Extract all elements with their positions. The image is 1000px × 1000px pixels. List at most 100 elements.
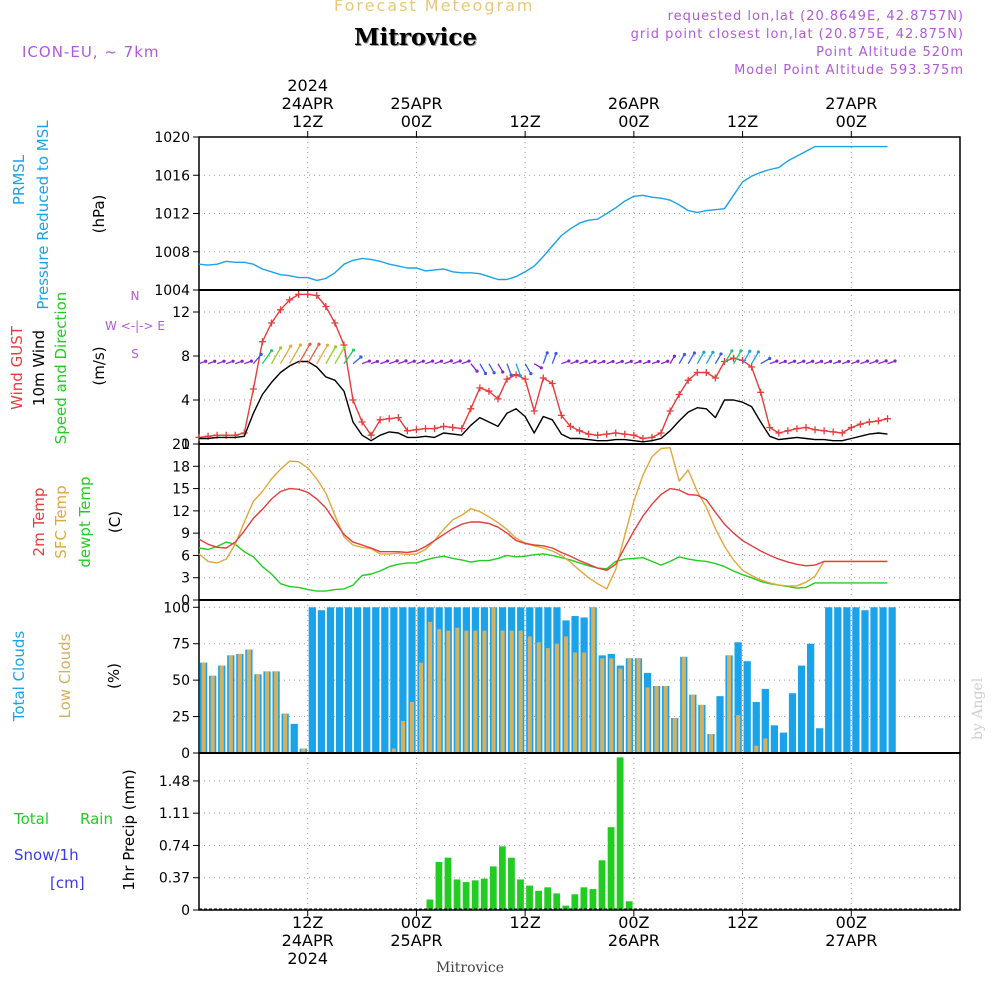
rain-bar [625,901,633,909]
wind-direction-arrow [279,345,292,365]
wind-arrow-head [421,359,425,363]
compass-west-east: W <-|-> E [105,319,165,333]
gust-marker [775,429,783,437]
low-cloud-bar [636,658,641,752]
rain-bar [489,866,497,909]
panel-frame [198,289,961,445]
low-cloud-bar [545,648,550,752]
top-time-label: 24APR [282,94,334,113]
wind-arrow-head [584,359,588,363]
gust-marker [539,374,547,382]
gust-marker [521,375,529,383]
gust-marker [585,430,593,438]
gust-marker [730,354,738,362]
wind-arrow-head [222,359,226,363]
bottom-time-label: 2024 [287,949,328,968]
bottom-time-label: 26APR [608,931,660,950]
gust-marker [548,380,556,387]
low-cloud-bar [754,745,759,752]
total-cloud-bar [888,607,896,752]
location-title: Mitrovice [354,24,478,51]
wind-arrow-head [811,359,815,363]
rain-bar [453,879,461,909]
total-cloud-bar [308,607,316,752]
gust-marker [403,427,411,435]
wind-direction-arrow [488,363,495,374]
wind-arrow-head [430,359,435,363]
rain-bar [471,880,479,909]
y-tick-label: 75 [172,637,190,653]
wind-direction-arrow [551,353,557,364]
y-tick-label: 1012 [154,207,190,223]
wind-arrow-head [575,359,579,363]
precip-rain-label: Rain [80,810,113,828]
low-cloud-bar [627,658,632,752]
low-cloud-bar [228,655,233,752]
wind-arrow-head [748,349,752,353]
sfc-temp-label: SFC Temp [52,485,70,558]
wind-arrow-head [875,359,879,363]
y-tick-label: 100 [163,600,190,616]
gust-marker [295,290,303,298]
low-cloud-bar [672,718,677,752]
gust-marker [820,427,828,435]
total-cloud-bar [344,607,353,752]
y-tick-label: 50 [172,673,190,689]
bottom-time-label: 25APR [390,931,442,950]
wind-arrow-head [682,352,687,357]
gust-marker [874,417,882,425]
wind-direction-arrow [307,343,320,365]
gust-marker [458,425,466,433]
rain-bar [589,889,597,909]
wind-arrow-head [672,354,677,358]
top-time-label: 2024 [287,76,328,95]
gust-marker [829,428,837,436]
y-tick-label: 0.37 [159,871,190,887]
total-cloud-bar [788,693,797,752]
total-cloud-bar [363,607,371,752]
wind-arrow-head [289,344,293,348]
total-cloud-bar [390,607,398,752]
y-tick-label: 0 [181,593,190,609]
low-cloud-bar [645,687,650,752]
wind-arrow-head [802,359,806,363]
y-tick-label: 1020 [154,130,190,146]
rain-bar [580,887,588,909]
wind-arrow-head [395,359,399,363]
low-cloud-bar [654,685,659,752]
wind-direction-arrow [352,356,362,365]
wind-arrow-head [509,373,513,377]
low-cloud-bar [500,630,505,752]
wind-arrow-head [611,359,615,364]
low-cloud-bar [582,652,587,752]
panel-frame [198,443,961,601]
rain-bar [480,878,488,909]
low-cloud-bar [210,675,215,752]
gust-marker [693,369,701,376]
gust-marker [421,425,429,433]
gust-marker [838,429,846,437]
rain-bar [435,862,443,909]
model-altitude: Model Point Altitude 593.375m [734,63,964,78]
precip-unit-label: 1hr Precip (mm) [120,769,138,890]
wind-arrow-head [865,359,870,363]
y-tick-label: 0 [181,746,190,762]
wind-arrow-head [638,359,642,364]
low-cloud-bar [246,649,251,752]
rain-bar [517,879,524,909]
wind-direction-arrow [289,344,301,365]
low-cloud-bar [663,685,668,752]
requested-coords: requested lon,lat (20.8649E, 42.8757N) [667,9,964,24]
wind-direction-arrow [705,352,714,365]
top-time-label: 25APR [390,94,442,113]
y-tick-label: 18 [172,459,190,475]
gust-marker [449,424,457,431]
gust-marker [412,426,420,434]
compass-north: N [131,289,140,303]
gust-marker [286,296,294,304]
low-cloud-bar [482,630,487,752]
super-title: Forecast Meteogram [334,0,535,15]
total-cloud-bar [326,607,335,752]
gust-marker [630,431,638,439]
